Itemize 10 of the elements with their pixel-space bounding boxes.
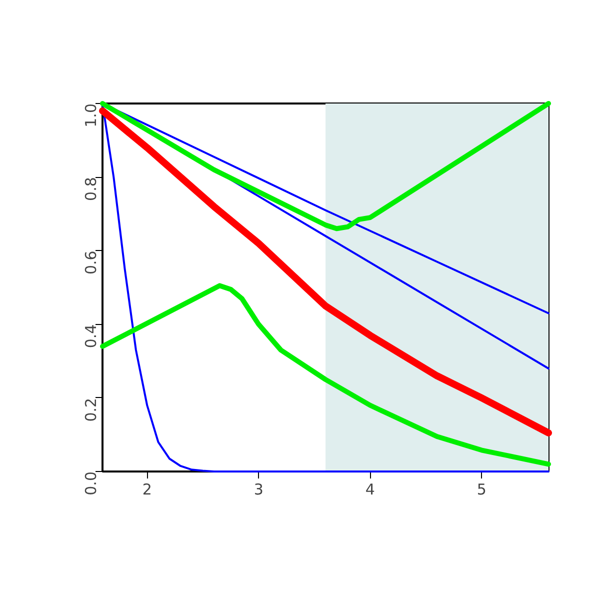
x-tick-label: 4 — [365, 480, 375, 498]
x-tick-label: 2 — [142, 480, 152, 498]
y-tick-label: 0.4 — [82, 324, 100, 348]
y-tick-label: 0.6 — [82, 250, 100, 275]
y-tick-label: 1.0 — [82, 103, 100, 128]
x-tick-label: 3 — [254, 480, 264, 498]
x-tick-label: 5 — [476, 480, 486, 498]
y-tick-label: 0.0 — [82, 471, 100, 496]
y-tick-label: 0.8 — [82, 177, 100, 201]
y-tick-label: 0.2 — [82, 398, 100, 422]
